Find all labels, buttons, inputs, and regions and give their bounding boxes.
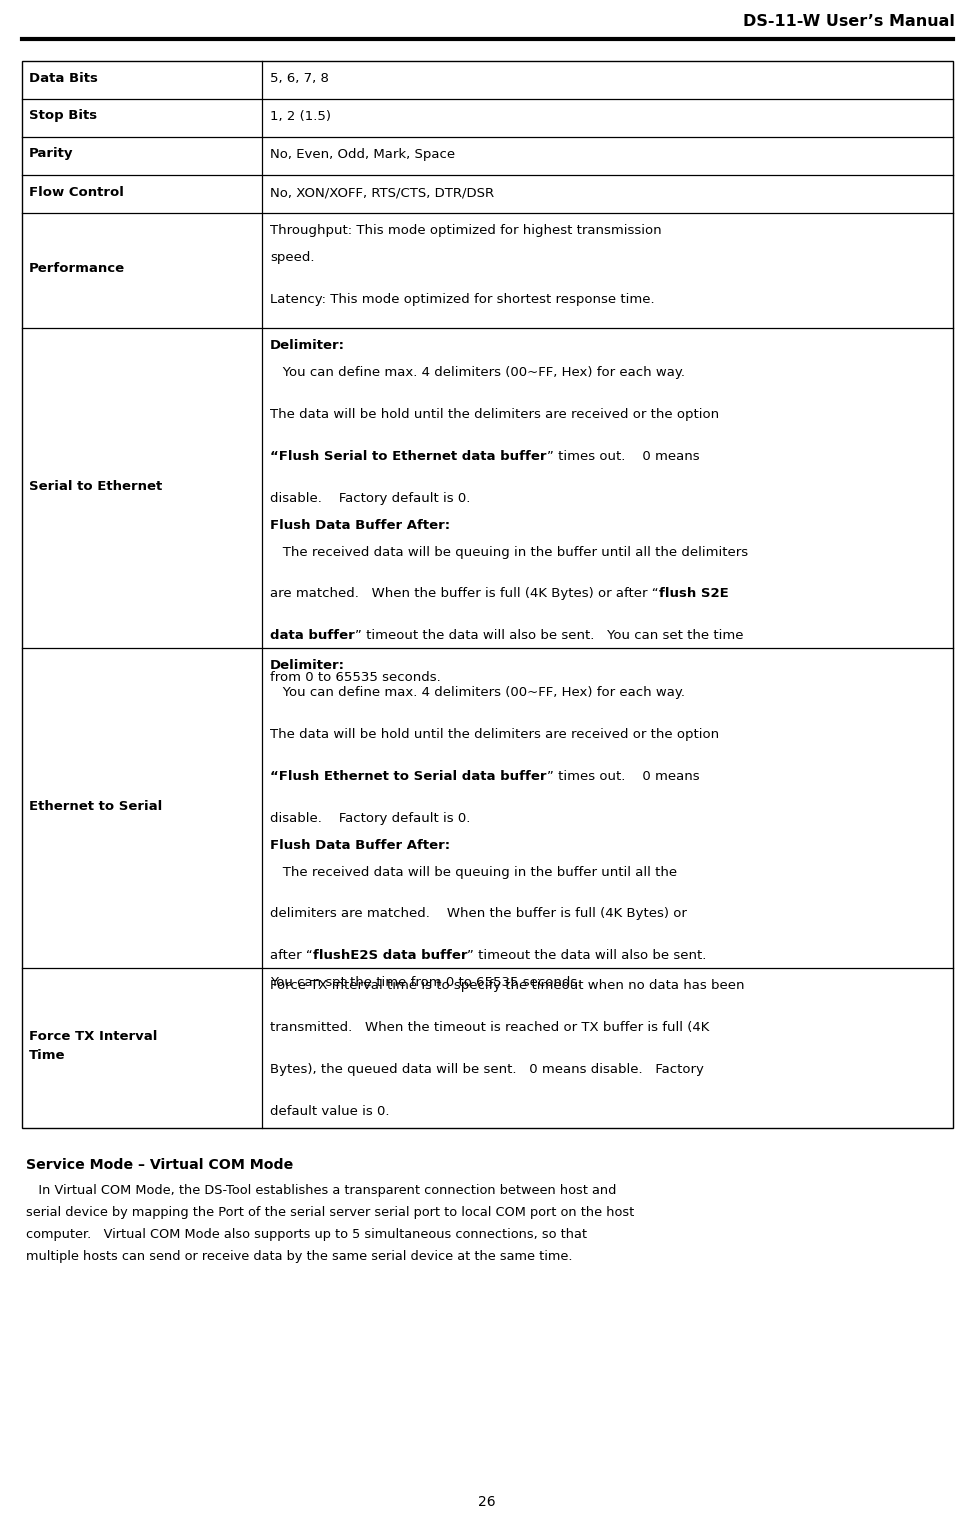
Text: Bytes), the queued data will be sent.   0 means disable.   Factory: Bytes), the queued data will be sent. 0 … [270,1063,704,1076]
Text: Flush Data Buffer After:: Flush Data Buffer After: [270,838,450,852]
Text: speed.: speed. [270,251,315,265]
Text: default value is 0.: default value is 0. [270,1104,390,1118]
Text: No, XON/XOFF, RTS/CTS, DTR/DSR: No, XON/XOFF, RTS/CTS, DTR/DSR [270,187,494,199]
Text: multiple hosts can send or receive data by the same serial device at the same ti: multiple hosts can send or receive data … [26,1251,572,1263]
Text: Force TX Interval
Time: Force TX Interval Time [29,1031,157,1063]
Text: Service Mode – Virtual COM Mode: Service Mode – Virtual COM Mode [26,1157,293,1173]
Text: Flush Data Buffer After:: Flush Data Buffer After: [270,518,450,532]
Text: serial device by mapping the Port of the serial server serial port to local COM : serial device by mapping the Port of the… [26,1206,635,1219]
Text: after “: after “ [270,950,313,962]
Text: 26: 26 [478,1495,496,1509]
Text: You can define max. 4 delimiters (00~FF, Hex) for each way.: You can define max. 4 delimiters (00~FF,… [270,365,685,379]
Text: In Virtual COM Mode, the DS-Tool establishes a transparent connection between ho: In Virtual COM Mode, the DS-Tool establi… [26,1183,616,1197]
Text: The received data will be queuing in the buffer until all the delimiters: The received data will be queuing in the… [270,546,749,558]
Text: disable.    Factory default is 0.: disable. Factory default is 0. [270,812,471,824]
Text: data buffer: data buffer [270,630,355,642]
Text: are matched.   When the buffer is full (4K Bytes) or after “: are matched. When the buffer is full (4K… [270,587,659,601]
Text: ” times out.    0 means: ” times out. 0 means [547,769,699,783]
Text: Data Bits: Data Bits [29,72,98,84]
Text: Ethernet to Serial: Ethernet to Serial [29,800,162,812]
Text: Force TX interval time is to specify the timeout when no data has been: Force TX interval time is to specify the… [270,979,745,992]
Text: Delimiter:: Delimiter: [270,659,345,673]
Text: Parity: Parity [29,147,73,161]
Text: flush S2E: flush S2E [659,587,728,601]
Text: You can set the time from 0 to 65535 seconds.: You can set the time from 0 to 65535 sec… [270,976,581,989]
Text: transmitted.   When the timeout is reached or TX buffer is full (4K: transmitted. When the timeout is reached… [270,1021,710,1034]
Text: 5, 6, 7, 8: 5, 6, 7, 8 [270,72,330,86]
Text: The data will be hold until the delimiters are received or the option: The data will be hold until the delimite… [270,728,720,742]
Text: Performance: Performance [29,261,125,275]
Text: ” times out.    0 means: ” times out. 0 means [547,450,699,463]
Text: disable.    Factory default is 0.: disable. Factory default is 0. [270,491,471,505]
Text: from 0 to 65535 seconds.: from 0 to 65535 seconds. [270,671,441,683]
Bar [22,61,953,1128]
Text: flushE2S data buffer: flushE2S data buffer [313,950,467,962]
Text: Stop Bits: Stop Bits [29,110,98,122]
Text: Serial to Ethernet: Serial to Ethernet [29,480,162,492]
Text: Delimiter:: Delimiter: [270,339,345,352]
Text: “Flush Ethernet to Serial data buffer: “Flush Ethernet to Serial data buffer [270,769,547,783]
Text: ” timeout the data will also be sent.   You can set the time: ” timeout the data will also be sent. Yo… [355,630,744,642]
Text: Latency: This mode optimized for shortest response time.: Latency: This mode optimized for shortes… [270,294,655,306]
Text: The received data will be queuing in the buffer until all the: The received data will be queuing in the… [270,865,678,879]
Text: The data will be hold until the delimiters are received or the option: The data will be hold until the delimite… [270,408,720,420]
Text: computer.   Virtual COM Mode also supports up to 5 simultaneous connections, so : computer. Virtual COM Mode also supports… [26,1228,587,1242]
Text: Throughput: This mode optimized for highest transmission: Throughput: This mode optimized for high… [270,225,662,237]
Text: You can define max. 4 delimiters (00~FF, Hex) for each way.: You can define max. 4 delimiters (00~FF,… [270,687,685,699]
Text: 1, 2 (1.5): 1, 2 (1.5) [270,110,332,122]
Text: “Flush Serial to Ethernet data buffer: “Flush Serial to Ethernet data buffer [270,450,547,463]
Text: delimiters are matched.    When the buffer is full (4K Bytes) or: delimiters are matched. When the buffer … [270,907,687,920]
Text: ” timeout the data will also be sent.: ” timeout the data will also be sent. [467,950,707,962]
Text: Flow Control: Flow Control [29,185,124,199]
Text: DS-11-W User’s Manual: DS-11-W User’s Manual [743,14,955,29]
Text: No, Even, Odd, Mark, Space: No, Even, Odd, Mark, Space [270,148,455,161]
